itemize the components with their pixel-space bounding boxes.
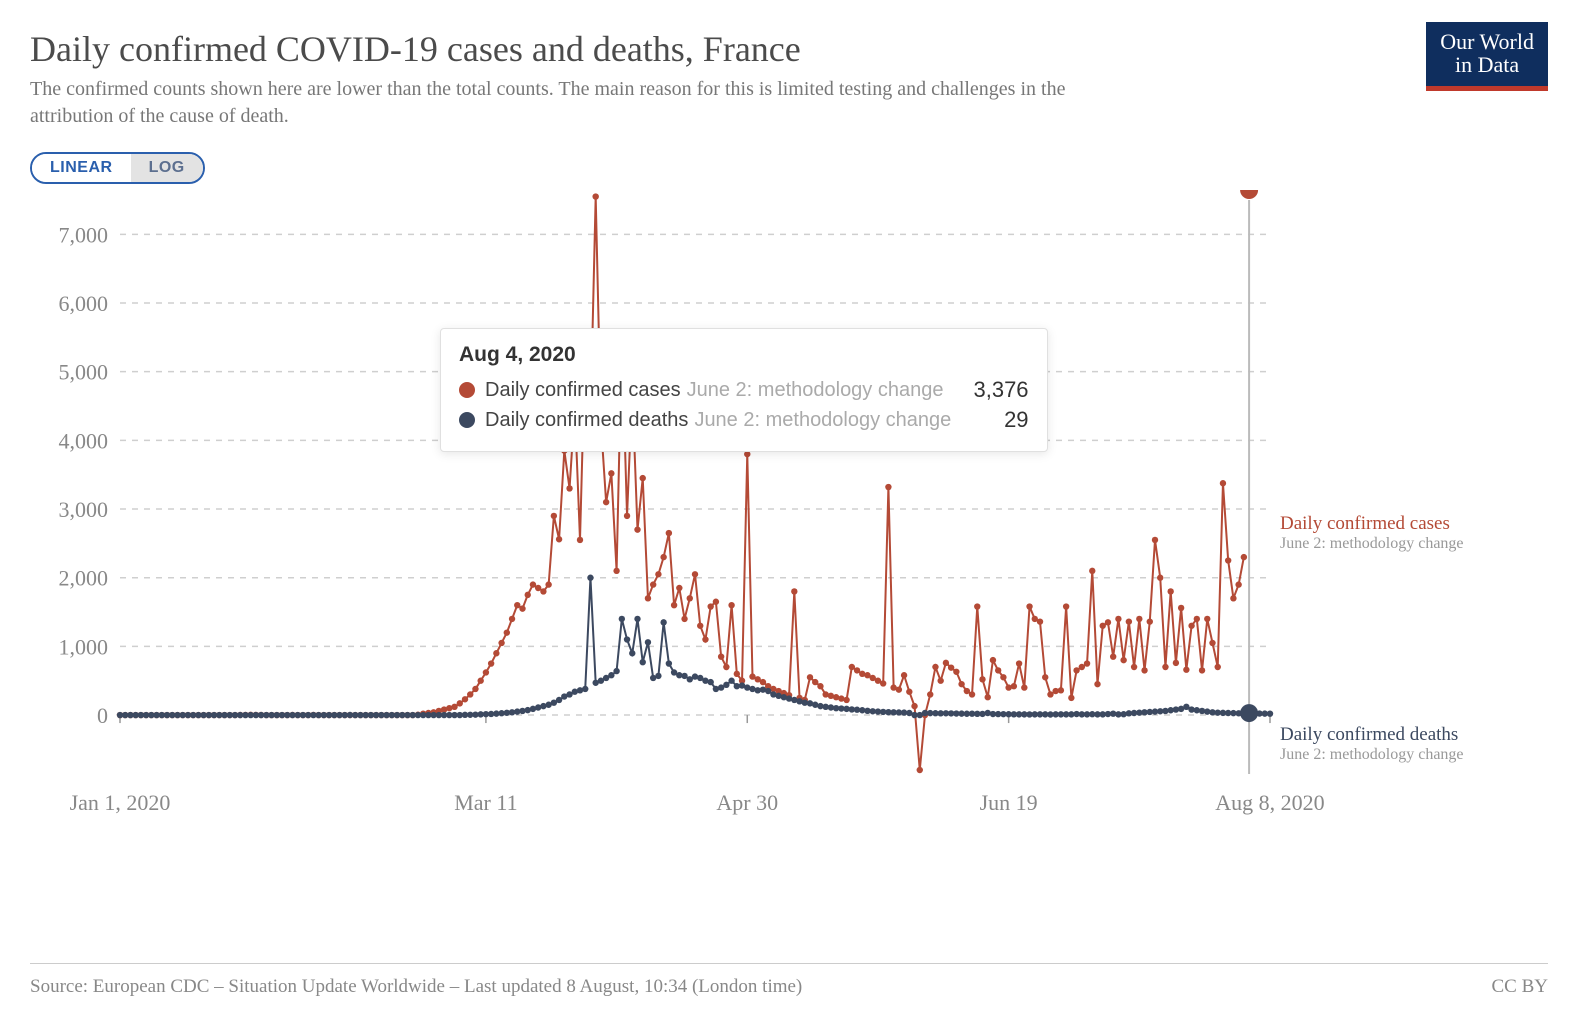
tooltip-note-cases: June 2: methodology change [687, 379, 944, 402]
tooltip-dot-deaths [459, 412, 475, 428]
license-text: CC BY [1492, 976, 1549, 998]
svg-text:1,000: 1,000 [59, 634, 109, 659]
chart-subtitle: The confirmed counts shown here are lowe… [30, 76, 1130, 130]
tooltip-label-cases: Daily confirmed cases [485, 379, 681, 402]
tooltip-row-deaths: Daily confirmed deaths June 2: methodolo… [459, 407, 1029, 433]
source-text: Source: European CDC – Situation Update … [30, 976, 802, 998]
end-label-cases-note: June 2: methodology change [1280, 535, 1464, 553]
logo-line1: Our World [1440, 30, 1534, 53]
svg-text:Aug 8, 2020: Aug 8, 2020 [1215, 790, 1324, 815]
end-label-deaths: Daily confirmed deaths June 2: methodolo… [1280, 724, 1464, 764]
tooltip-value-cases: 3,376 [943, 377, 1028, 403]
svg-text:Apr 30: Apr 30 [716, 790, 778, 815]
svg-text:2,000: 2,000 [59, 566, 109, 591]
chart-title: Daily confirmed COVID-19 cases and death… [30, 28, 1548, 70]
scale-linear-button[interactable]: LINEAR [32, 154, 131, 182]
svg-text:Mar 11: Mar 11 [454, 790, 517, 815]
svg-text:7,000: 7,000 [59, 222, 109, 247]
tooltip-value-deaths: 29 [974, 407, 1028, 433]
end-label-cases: Daily confirmed cases June 2: methodolog… [1280, 513, 1464, 553]
scale-toggle: LINEAR LOG [30, 152, 205, 184]
svg-text:3,000: 3,000 [59, 497, 109, 522]
tooltip-dot-cases [459, 382, 475, 398]
end-label-deaths-note: June 2: methodology change [1280, 746, 1464, 764]
end-label-deaths-title: Daily confirmed deaths [1280, 724, 1464, 746]
tooltip: Aug 4, 2020 Daily confirmed cases June 2… [440, 328, 1048, 452]
header: Daily confirmed COVID-19 cases and death… [0, 0, 1578, 140]
owid-logo[interactable]: Our World in Data [1426, 22, 1548, 91]
footer: Source: European CDC – Situation Update … [30, 963, 1548, 998]
svg-text:Jan 1, 2020: Jan 1, 2020 [70, 790, 171, 815]
scale-log-button[interactable]: LOG [131, 154, 203, 182]
chart-area: 0 1,000 2,000 3,000 4,000 5,000 6,000 7,000 Jan … [30, 190, 1550, 890]
svg-text:4,000: 4,000 [59, 428, 109, 453]
svg-text:0: 0 [97, 703, 108, 728]
end-label-cases-title: Daily confirmed cases [1280, 513, 1464, 535]
svg-text:5,000: 5,000 [59, 360, 109, 385]
svg-text:6,000: 6,000 [59, 291, 109, 316]
svg-text:Jun 19: Jun 19 [980, 790, 1038, 815]
tooltip-note-deaths: June 2: methodology change [694, 409, 951, 432]
tooltip-label-deaths: Daily confirmed deaths [485, 409, 688, 432]
tooltip-row-cases: Daily confirmed cases June 2: methodolog… [459, 377, 1029, 403]
tooltip-date: Aug 4, 2020 [459, 343, 1029, 367]
logo-line2: in Data [1440, 53, 1534, 76]
